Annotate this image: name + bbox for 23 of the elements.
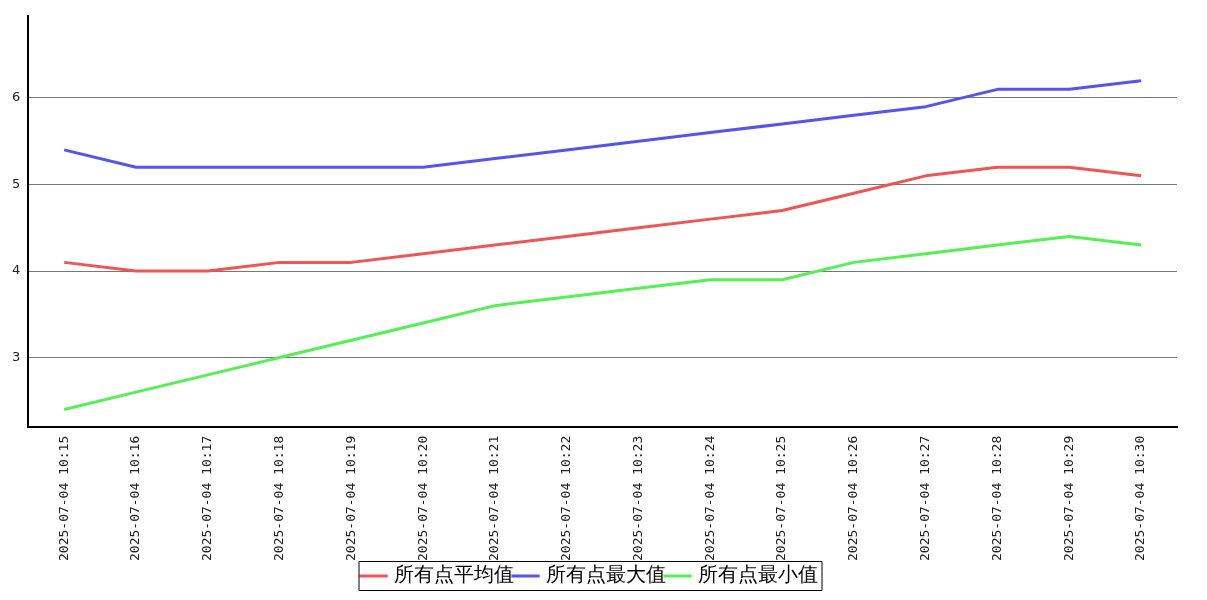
x-tick-label: 2025-07-04 10:16 <box>127 435 143 562</box>
x-tick-label: 2025-07-04 10:21 <box>486 435 502 562</box>
legend-label: 所有点平均值 <box>393 563 514 586</box>
x-tick-label: 2025-07-04 10:20 <box>414 435 430 562</box>
legend-label: 所有点最大值 <box>545 563 666 586</box>
y-tick-label: 5 <box>11 175 21 191</box>
x-tick-label: 2025-07-04 10:28 <box>988 435 1004 562</box>
x-tick-label: 2025-07-04 10:27 <box>917 435 933 562</box>
x-tick-label: 2025-07-04 10:30 <box>1132 435 1148 562</box>
x-tick-label: 2025-07-04 10:17 <box>199 435 215 562</box>
x-tick-label: 2025-07-04 10:25 <box>773 435 789 562</box>
x-tick-label: 2025-07-04 10:22 <box>558 435 574 562</box>
x-tick-label: 2025-07-04 10:29 <box>1060 435 1076 562</box>
x-tick-label: 2025-07-04 10:26 <box>845 435 861 562</box>
y-tick-label: 6 <box>11 89 21 105</box>
x-tick-label: 2025-07-04 10:19 <box>342 435 358 562</box>
x-tick-label: 2025-07-04 10:15 <box>55 435 71 562</box>
x-tick-label: 2025-07-04 10:23 <box>629 435 645 562</box>
x-tick-label: 2025-07-04 10:18 <box>270 435 286 562</box>
x-tick-label: 2025-07-04 10:24 <box>701 435 717 562</box>
y-tick-label: 4 <box>11 262 21 278</box>
y-tick-label: 3 <box>11 348 21 364</box>
legend-label: 所有点最小值 <box>697 563 818 586</box>
